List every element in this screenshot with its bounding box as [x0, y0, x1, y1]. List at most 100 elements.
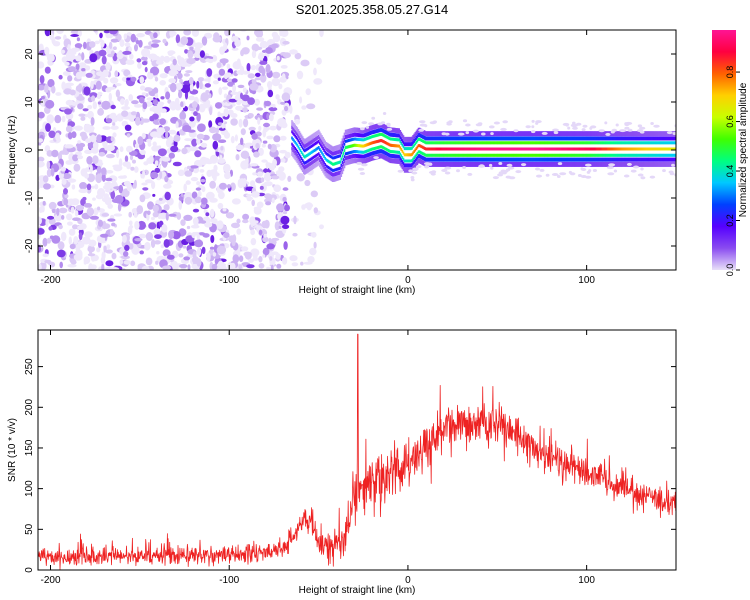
heatmap-track-cell [387, 136, 390, 140]
heatmap-halo-cell [534, 167, 541, 171]
heatmap-cell [265, 126, 269, 130]
heatmap-cell [163, 204, 170, 211]
heatmap-track-cell [314, 131, 317, 137]
heatmap-track-cell [326, 142, 329, 148]
heatmap-track-cell [530, 161, 532, 167]
heatmap-track-cell [529, 141, 531, 145]
heatmap-track-cell [622, 141, 625, 145]
heatmap-track-cell [363, 150, 365, 154]
heatmap-track-cell [324, 145, 326, 150]
heatmap-cell [75, 71, 83, 80]
heatmap-track-cell [453, 157, 455, 162]
heatmap-track-cell [422, 134, 424, 139]
heatmap-cell [147, 201, 154, 210]
heatmap-track-cell [630, 131, 632, 137]
heatmap-cell [221, 122, 225, 129]
heatmap-cell [204, 222, 213, 228]
heatmap-track-cell [409, 136, 411, 142]
heatmap-track-cell [430, 157, 433, 162]
heatmap-cell [284, 151, 291, 159]
heatmap-track-cell [611, 131, 614, 137]
heatmap-track-cell [624, 161, 627, 167]
heatmap-track-cell [492, 147, 495, 151]
heatmap-track-cell [455, 157, 457, 162]
heatmap-track-cell [404, 163, 407, 168]
heatmap-track-cell [549, 131, 552, 137]
heatmap-track-cell [585, 153, 587, 157]
heatmap-track-cell [488, 157, 491, 162]
heatmap-track-cell [473, 141, 476, 145]
heatmap-track-cell [452, 131, 454, 137]
heatmap-track-cell [455, 161, 457, 167]
heatmap-track-cell [428, 136, 430, 141]
heatmap-halo-cell [671, 163, 675, 167]
heatmap-track-cell [410, 163, 412, 168]
heatmap-track-cell [487, 141, 489, 145]
heatmap-track-cell [561, 157, 563, 162]
heatmap-track-cell [363, 128, 365, 134]
heatmap-track-cell [589, 141, 591, 145]
heatmap-track-cell [515, 131, 517, 137]
heatmap-track-cell [537, 157, 540, 162]
heatmap-track-cell [535, 157, 538, 162]
heatmap-cell [212, 252, 217, 257]
heatmap-track-cell [580, 161, 583, 167]
heatmap-track-cell [520, 131, 523, 137]
heatmap-cell [155, 60, 164, 65]
heatmap-track-cell [605, 161, 607, 167]
heatmap-track-cell [648, 131, 650, 137]
heatmap-track-cell [663, 157, 665, 162]
heatmap-cell [102, 220, 107, 230]
heatmap-track-cell [648, 147, 650, 151]
heatmap-track-cell [300, 161, 303, 165]
heatmap-track-cell [598, 157, 601, 162]
heatmap-track-cell [563, 136, 566, 141]
heatmap-track-cell [355, 132, 358, 137]
heatmap-track-cell [369, 156, 371, 162]
heatmap-track-cell [311, 160, 314, 165]
heatmap-cell [280, 158, 286, 163]
heatmap-cell [141, 48, 151, 58]
heatmap-cell [126, 77, 131, 81]
heatmap-halo-cell [397, 169, 404, 173]
heatmap-track-cell [513, 141, 515, 145]
heatmap-track-cell [297, 134, 300, 139]
heatmap-track-cell [396, 138, 398, 142]
heatmap-track-cell [331, 151, 334, 156]
heatmap-track-cell [567, 141, 570, 145]
heatmap-cell [292, 232, 298, 237]
heatmap-track-cell [443, 157, 445, 162]
heatmap-cell [152, 204, 159, 213]
heatmap-track-cell [603, 157, 605, 162]
heatmap-track-cell [358, 138, 361, 141]
heatmap-track-cell [506, 157, 509, 162]
heatmap-track-cell [368, 156, 370, 162]
heatmap-track-cell [627, 141, 630, 145]
heatmap-track-cell [431, 161, 434, 167]
heatmap-track-cell [516, 157, 518, 162]
heatmap-track-cell [367, 136, 369, 140]
heatmap-track-cell [590, 136, 592, 141]
heatmap-track-cell [327, 169, 330, 174]
heatmap-cell [274, 221, 280, 231]
heatmap-track-cell [554, 153, 557, 157]
heatmap-track-cell [310, 134, 313, 140]
heatmap-track-cell [487, 153, 489, 157]
heatmap-track-cell [545, 153, 547, 157]
heatmap-track-cell [572, 131, 574, 137]
heatmap-track-cell [337, 155, 339, 158]
heatmap-track-cell [551, 161, 554, 167]
heatmap-track-cell [650, 131, 652, 137]
heatmap-cell [223, 73, 229, 80]
heatmap-track-cell [392, 154, 394, 158]
heatmap-track-cell [335, 161, 337, 165]
heatmap-track-cell [433, 136, 436, 141]
heatmap-track-cell [321, 145, 323, 149]
colorbar-label: Normalized spectral amplitude [738, 82, 749, 217]
heatmap-track-cell [645, 136, 647, 141]
heatmap-track-cell [589, 147, 591, 151]
heatmap-cell [209, 246, 215, 250]
heatmap-track-cell [630, 157, 632, 162]
heatmap-track-cell [479, 141, 482, 145]
